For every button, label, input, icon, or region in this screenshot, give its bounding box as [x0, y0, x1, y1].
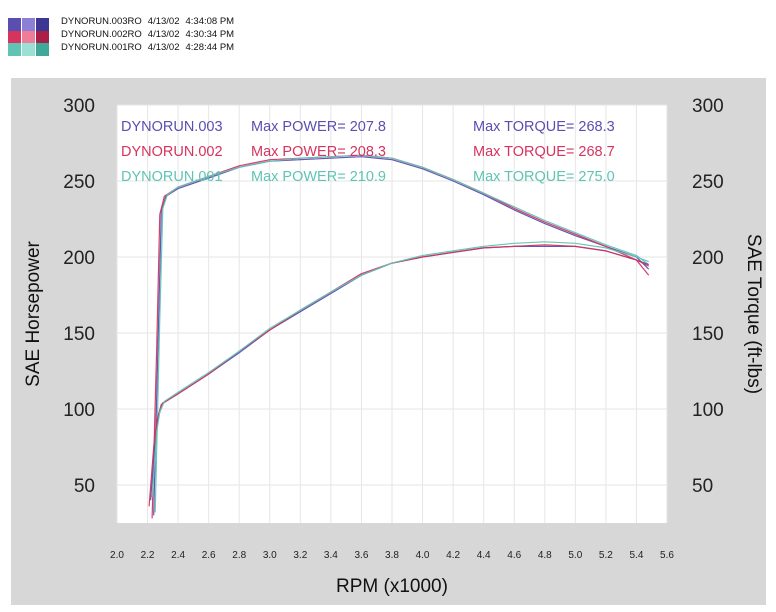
y-right-tick-label: 200: [692, 248, 724, 269]
legend-max-torque: Max TORQUE= 268.7: [473, 144, 615, 160]
dyno-chart: 300 250 200 150 100 50 300 250 200 150 100 50 2.0 2.2…: [23, 96, 764, 597]
x-tick-label: 3.4: [324, 550, 338, 561]
chart-panel: 300 250 200 150 100 50 300 250 200 150 100 50 2.0 2.2…: [11, 78, 766, 605]
x-tick-label: 4.0: [416, 550, 430, 561]
legend-max-power: Max POWER= 210.9: [251, 169, 386, 185]
y-right-tick-label: 100: [692, 400, 724, 421]
x-tick-label: 2.8: [232, 550, 246, 561]
y-right-tick-label: 150: [692, 324, 724, 345]
run-entry: DYNORUN.001RO 4/13/02 4:28:44 PM: [61, 42, 240, 53]
x-tick-label: 3.8: [385, 550, 399, 561]
series-line-power: [148, 244, 649, 507]
y-left-tick-label: 200: [63, 248, 95, 269]
run-list-header: DYNORUN.003RO 4/13/02 4:34:08 PM DYNORUN.0…: [8, 14, 308, 58]
x-tick-label: 3.2: [293, 550, 307, 561]
run-date: 4/13/02: [147, 42, 180, 53]
x-tick-label: 5.4: [629, 550, 643, 561]
x-tick-label: 4.2: [446, 550, 460, 561]
x-axis-title: RPM (x1000): [336, 576, 448, 597]
x-tick-label: 2.6: [202, 550, 216, 561]
x-tick-label: 5.0: [568, 550, 582, 561]
y-left-tick-label: 250: [63, 172, 95, 193]
x-tick-label: 5.2: [599, 550, 613, 561]
run-date: 4/13/02: [147, 16, 180, 27]
series-line-power: [151, 241, 649, 498]
x-tick-label: 3.6: [354, 550, 368, 561]
legend-run-name: DYNORUN.002: [121, 144, 223, 160]
legend-max-power: Max POWER= 207.8: [251, 119, 386, 135]
run-name: DYNORUN.001RO: [61, 42, 142, 53]
legend-max-torque: Max TORQUE= 275.0: [473, 169, 615, 185]
legend-run-name: DYNORUN.003: [121, 119, 223, 135]
legend-max-power: Max POWER= 208.3: [251, 144, 386, 160]
y-right-tick-label: 50: [692, 476, 713, 497]
series-line-torque: [154, 154, 650, 513]
run-entry: DYNORUN.003RO 4/13/02 4:34:08 PM: [61, 16, 240, 27]
x-tick-label: 4.6: [507, 550, 521, 561]
x-tick-label: 5.6: [660, 550, 674, 561]
y-right-tick-label: 250: [692, 172, 724, 193]
x-tick-label: 3.0: [263, 550, 277, 561]
color-swatch-light: [36, 18, 49, 56]
y-left-tick-label: 150: [63, 324, 95, 345]
y-axis-title-right: SAE Torque (ft-lbs): [743, 234, 764, 394]
y-right-tick-label: 300: [692, 96, 724, 117]
x-tick-label: 4.4: [477, 550, 491, 561]
series-line-torque: [153, 156, 650, 516]
run-name: DYNORUN.002RO: [61, 29, 142, 40]
run-time: 4:30:34 PM: [185, 29, 235, 40]
color-swatch-dark: [8, 18, 21, 56]
color-swatch-mid: [22, 18, 35, 56]
y-left-tick-label: 300: [63, 96, 95, 117]
run-time: 4:28:44 PM: [185, 42, 235, 53]
run-date: 4/13/02: [147, 29, 180, 40]
y-axis-title-left: SAE Horsepower: [23, 240, 44, 386]
legend-run-name: DYNORUN.001: [121, 169, 223, 185]
legend-max-torque: Max TORQUE= 268.3: [473, 119, 615, 135]
x-tick-label: 4.8: [538, 550, 552, 561]
run-entry: DYNORUN.002RO 4/13/02 4:30:34 PM: [61, 29, 240, 40]
run-name: DYNORUN.003RO: [61, 16, 142, 27]
y-left-tick-label: 100: [63, 400, 95, 421]
y-left-tick-label: 50: [74, 476, 95, 497]
x-tick-label: 2.4: [171, 550, 185, 561]
x-tick-label: 2.0: [110, 550, 124, 561]
x-tick-label: 2.2: [141, 550, 155, 561]
run-time: 4:34:08 PM: [185, 16, 235, 27]
